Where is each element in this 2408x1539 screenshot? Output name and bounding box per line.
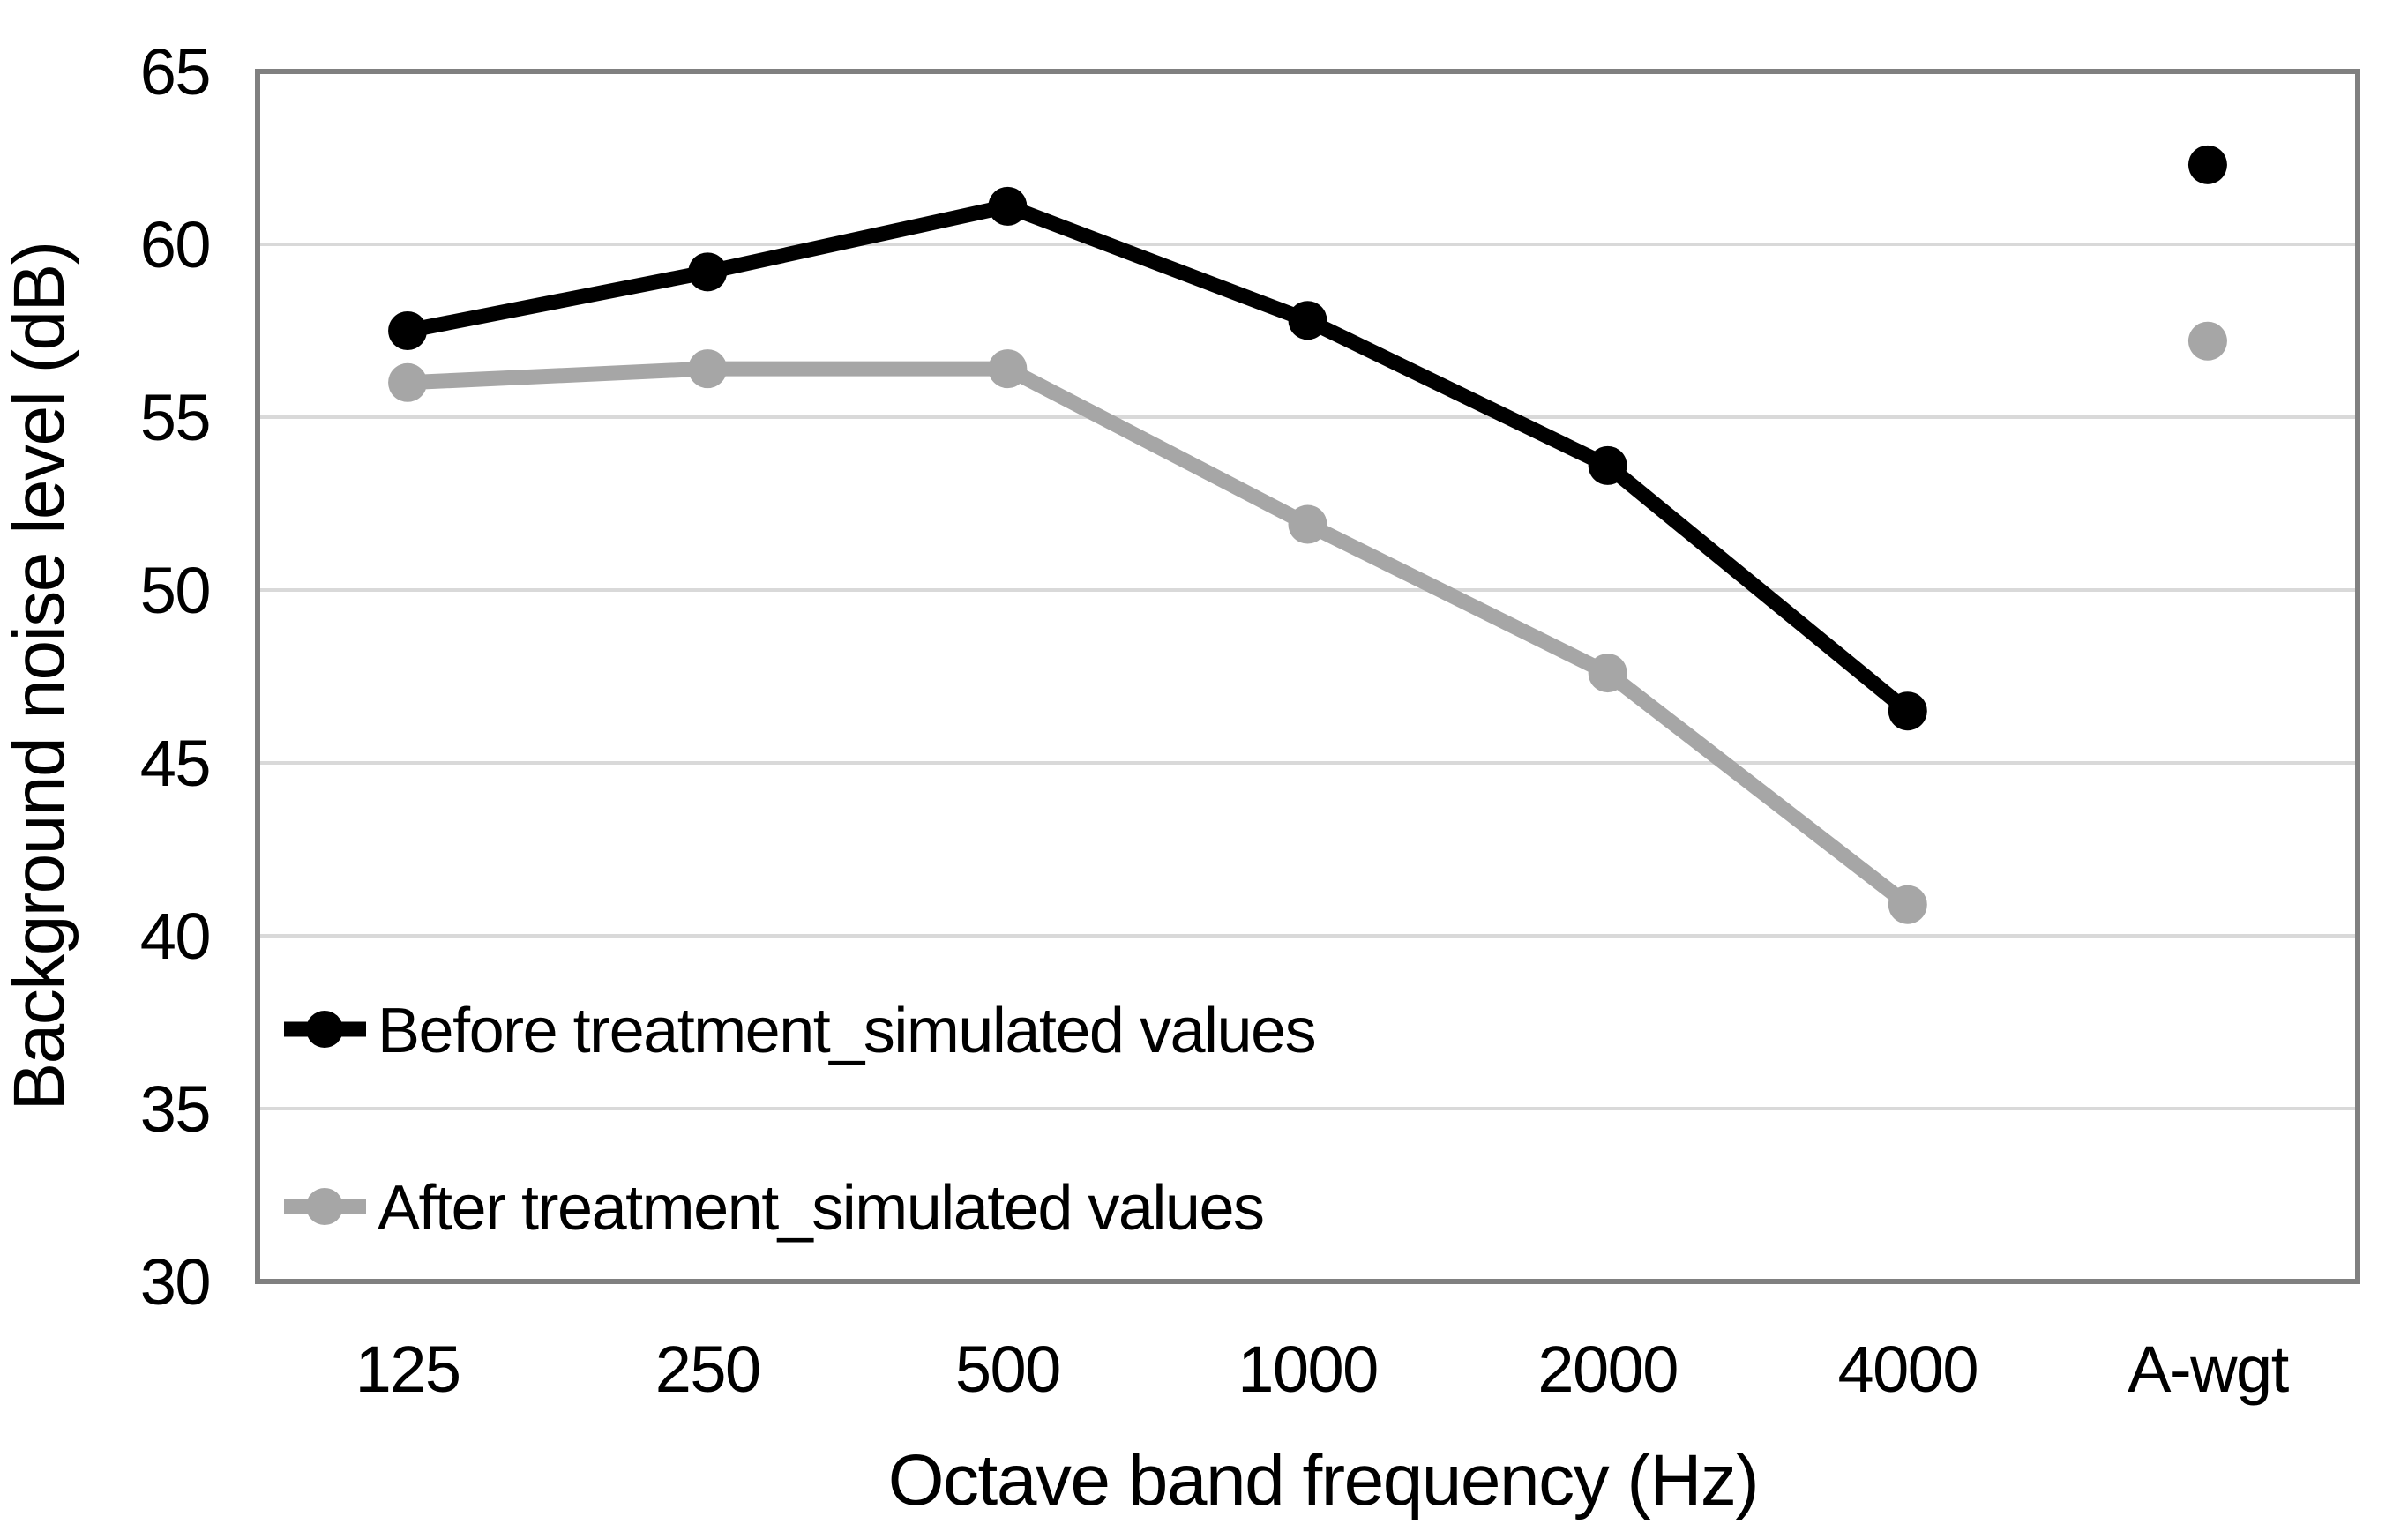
series-1-point-125 [388,362,428,402]
series-1-point-2000 [1588,654,1627,693]
plot-area-border [255,69,2360,1284]
x-tick-label: 500 [955,1333,1060,1406]
y-tick-label: 50 [140,554,210,627]
legend-dot-marker-before [306,1011,343,1048]
legend-item-after: After treatment_simulated values [284,1173,1265,1244]
x-tick-label: 4000 [1837,1333,1978,1406]
y-tick-label: 65 [140,35,210,108]
x-axis-tick-labels: 125 250 500 1000 2000 4000 A-wgt [355,1333,2292,1406]
series-line-0 [406,198,1913,717]
x-tick-label: 1000 [1238,1333,1378,1406]
series-1-point-250 [688,349,728,389]
y-tick-label: 30 [140,1245,210,1319]
legend: Before treatment_simulated values After … [284,996,1317,1244]
series-1-point-4000 [1888,885,1927,924]
plot-border [255,69,2360,1284]
series-0-point-125 [388,311,428,350]
y-tick-label: 40 [140,900,210,973]
series-0-point-1000 [1288,301,1327,340]
legend-label-after: After treatment_simulated values [378,1173,1264,1244]
series-1-point-500 [988,349,1028,389]
x-tick-label: A-wgt [2128,1333,2290,1406]
gridlines [258,243,2358,1110]
series-0-point-250 [688,252,728,292]
series-0-point-A-wgt [2187,145,2227,184]
y-tick-label: 55 [140,381,210,454]
y-tick-label: 45 [140,727,210,800]
series-0-point-500 [988,186,1028,226]
y-axis-title: Background noise level (dB) [0,242,79,1110]
x-tick-label: 125 [355,1333,460,1406]
legend-item-before: Before treatment_simulated values [284,996,1317,1066]
y-axis-tick-labels: 65 60 55 50 45 40 35 30 [140,35,212,1319]
series-1-point-1000 [1288,504,1327,544]
series-1-point-A-wgt [2187,321,2227,361]
data-series [388,145,2227,924]
series-line-1 [407,361,1912,911]
legend-label-before: Before treatment_simulated values [378,996,1315,1066]
x-tick-label: 2000 [1537,1333,1678,1406]
legend-dot-marker-after [306,1188,343,1225]
series-0-point-2000 [1588,445,1627,485]
series-0-point-4000 [1888,691,1927,731]
y-tick-label: 60 [140,208,210,281]
y-tick-label: 35 [140,1072,210,1146]
x-tick-label: 250 [655,1333,760,1406]
x-axis-title: Octave band frequency (Hz) [888,1440,1758,1520]
